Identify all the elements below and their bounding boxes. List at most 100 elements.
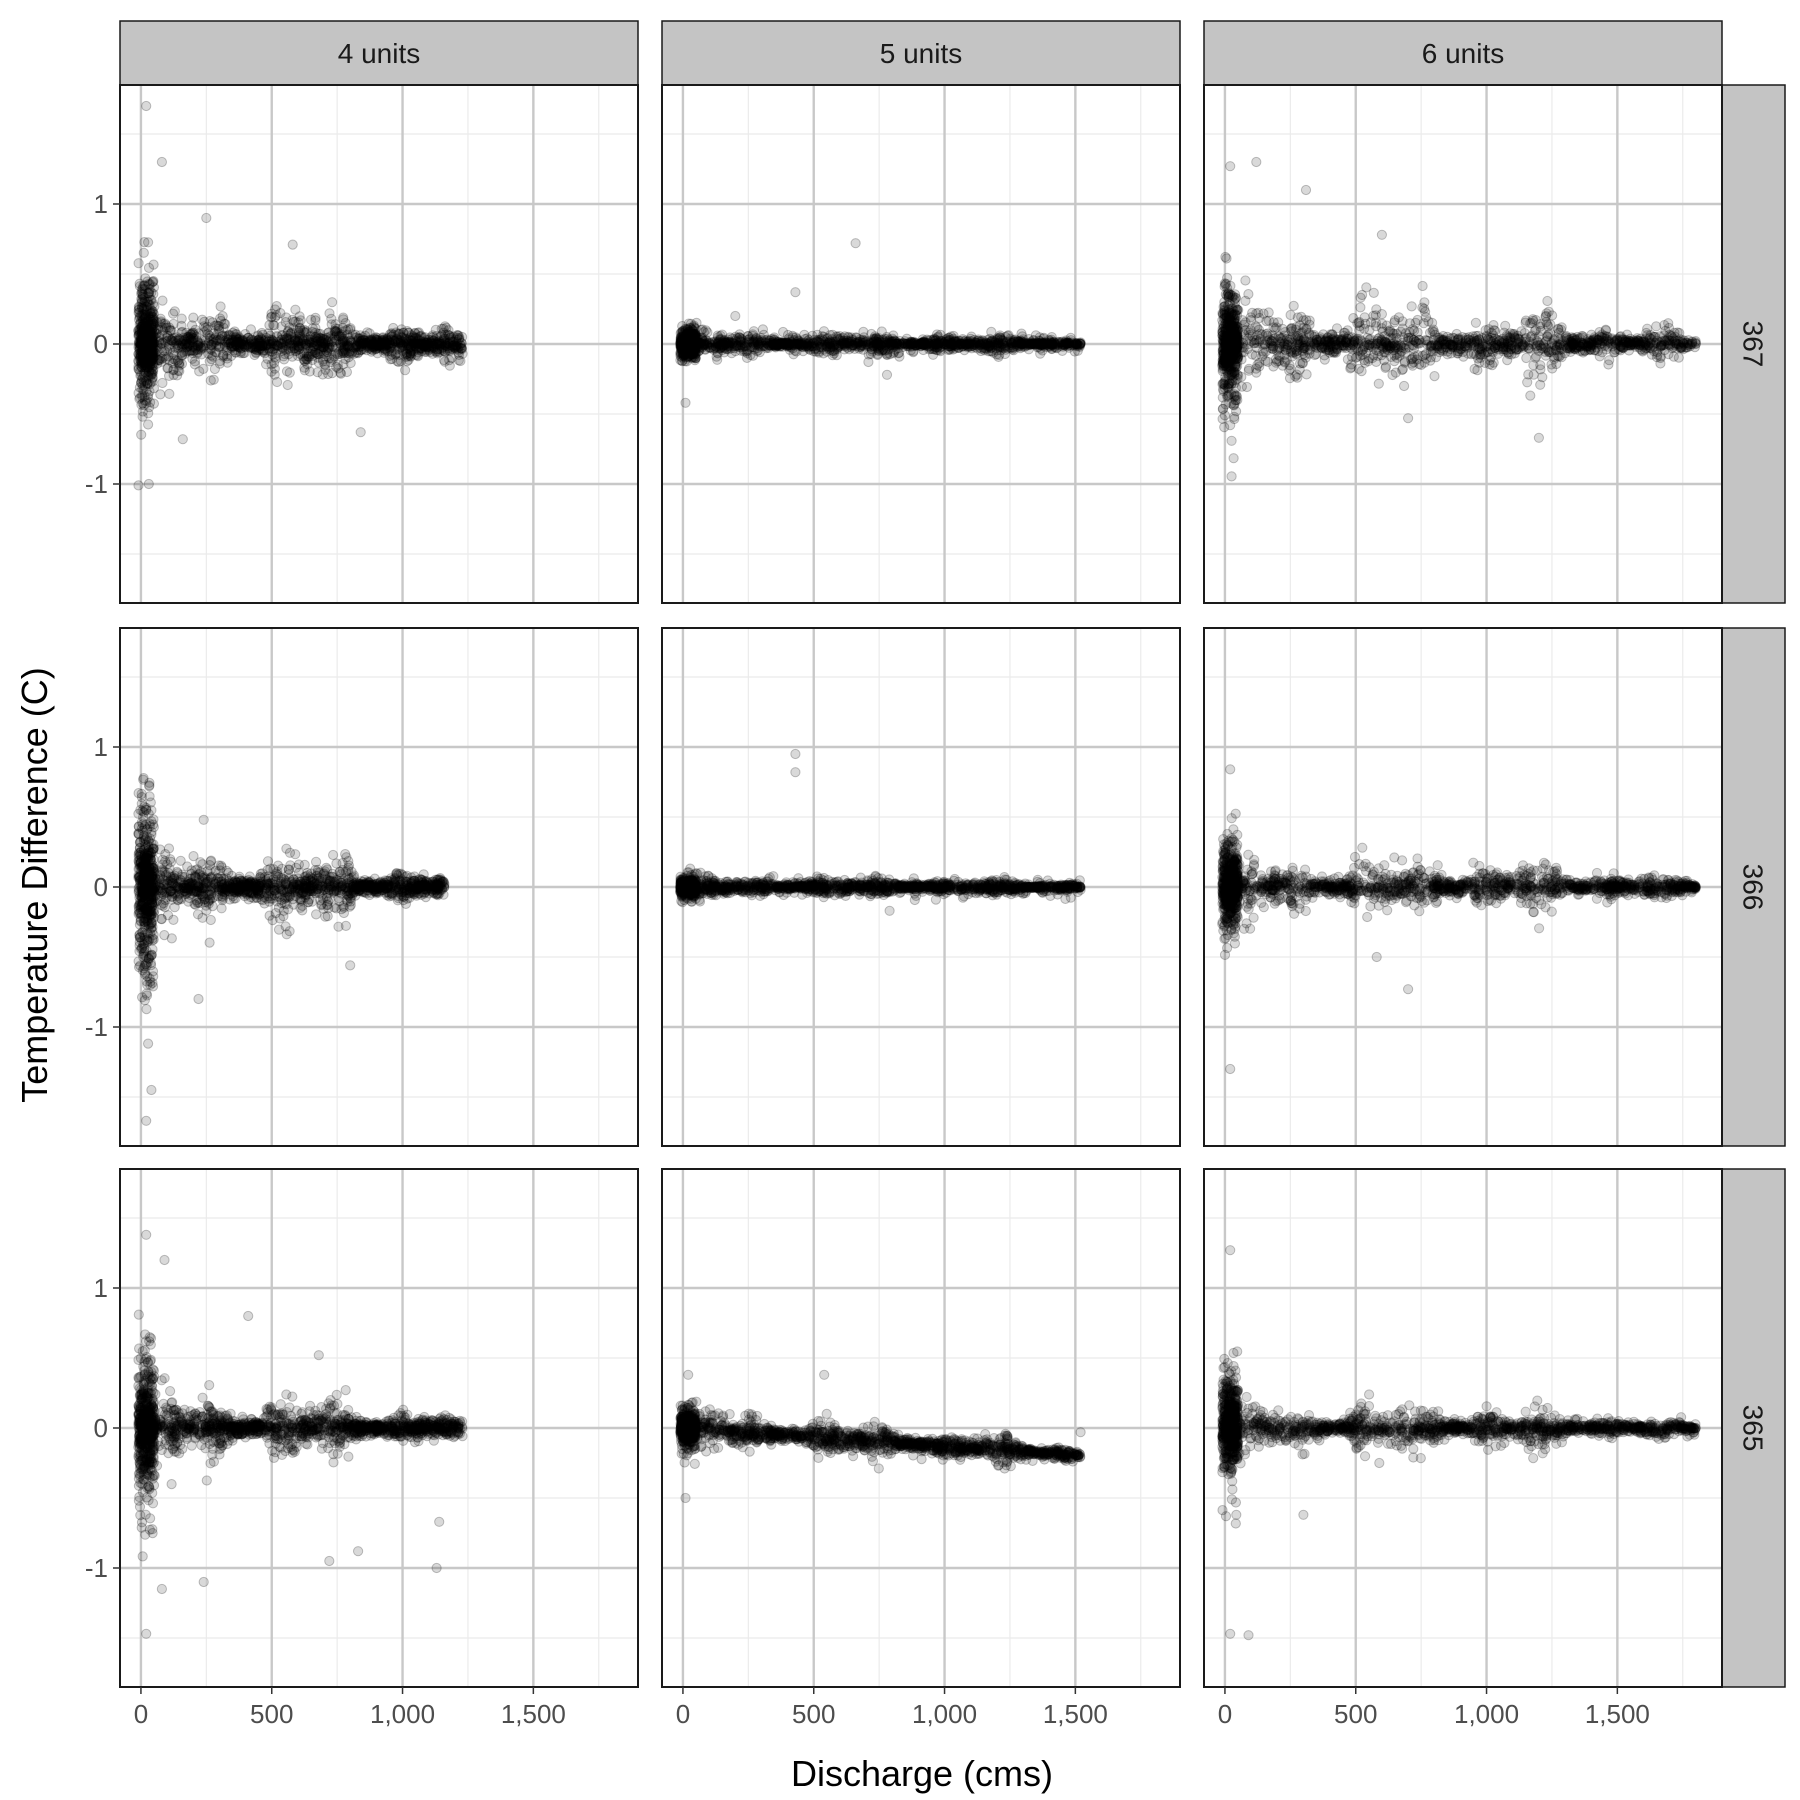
data-point [141,306,152,317]
data-point [1542,295,1553,307]
data-point [138,290,149,301]
data-point [268,336,279,347]
data-point [201,212,212,224]
data-point [143,358,154,369]
data-point [157,377,168,389]
data-point [299,324,310,335]
data-point [204,356,215,367]
data-point [143,336,154,347]
data-point [881,369,893,380]
column-strip [119,20,639,86]
data-point [144,340,155,351]
data-point [154,355,165,366]
data-point [232,335,243,346]
data-point [133,355,144,366]
data-point [137,374,148,385]
data-point [140,336,151,347]
data-point [225,337,236,349]
data-point [155,313,166,324]
data-point [140,341,151,352]
data-point [270,348,281,359]
data-point [136,347,147,358]
data-point [143,237,154,248]
data-point [275,308,286,319]
data-point [451,337,462,348]
data-point [984,341,995,352]
data-point [366,337,377,348]
data-point [433,338,444,349]
data-point [140,360,151,371]
data-point [1009,337,1020,348]
data-point [186,329,197,341]
data-point [371,334,382,345]
data-point [881,339,892,351]
data-point [135,348,146,360]
data-point [141,344,152,356]
data-point [336,339,347,350]
data-point [363,337,374,348]
data-point [137,359,148,370]
data-point [141,386,152,397]
data-point [338,314,349,325]
data-point [141,351,152,362]
data-point [145,344,156,355]
data-point [447,341,458,352]
data-point [329,351,340,362]
data-point [312,352,323,363]
data-point [1220,352,1231,363]
data-point [144,350,155,361]
data-point [275,338,287,349]
data-point [142,296,153,307]
data-point [139,313,150,324]
data-point [136,311,148,322]
data-point [289,335,300,346]
data-point [139,362,151,373]
data-point [146,324,157,335]
data-point [177,326,188,337]
data-point [313,328,324,339]
data-point [198,342,209,353]
data-point [405,348,416,359]
data-point [135,317,146,328]
data-point [143,296,154,307]
data-point [1230,293,1241,304]
data-point [259,348,270,359]
data-point [384,337,395,348]
data-point [147,339,158,350]
data-point [369,339,380,351]
data-point [427,332,439,343]
data-point [137,313,148,324]
data-point [345,346,356,357]
data-point [147,323,158,335]
data-point [139,313,150,324]
data-point [445,332,457,343]
data-point [692,332,703,343]
data-point [237,336,248,347]
data-point [147,334,158,345]
data-point [211,320,222,331]
row-strip-label: 366 [1738,864,1769,911]
data-point [134,281,145,292]
data-point [142,370,153,381]
data-point [137,309,148,320]
data-point [145,359,156,370]
data-point [137,329,148,340]
data-point [168,318,179,330]
data-point [413,340,424,351]
data-point [139,344,150,355]
data-point [1240,295,1251,306]
data-point [142,362,153,373]
data-point [385,340,396,351]
data-point [326,313,337,324]
data-point [140,312,151,323]
data-point [144,333,155,344]
data-point [146,329,157,341]
data-point [192,335,203,346]
data-point [169,306,180,317]
data-point [148,316,159,327]
data-point [145,367,156,378]
data-point [137,316,148,327]
data-point [141,357,152,368]
data-point [412,351,424,362]
data-point [159,318,170,329]
